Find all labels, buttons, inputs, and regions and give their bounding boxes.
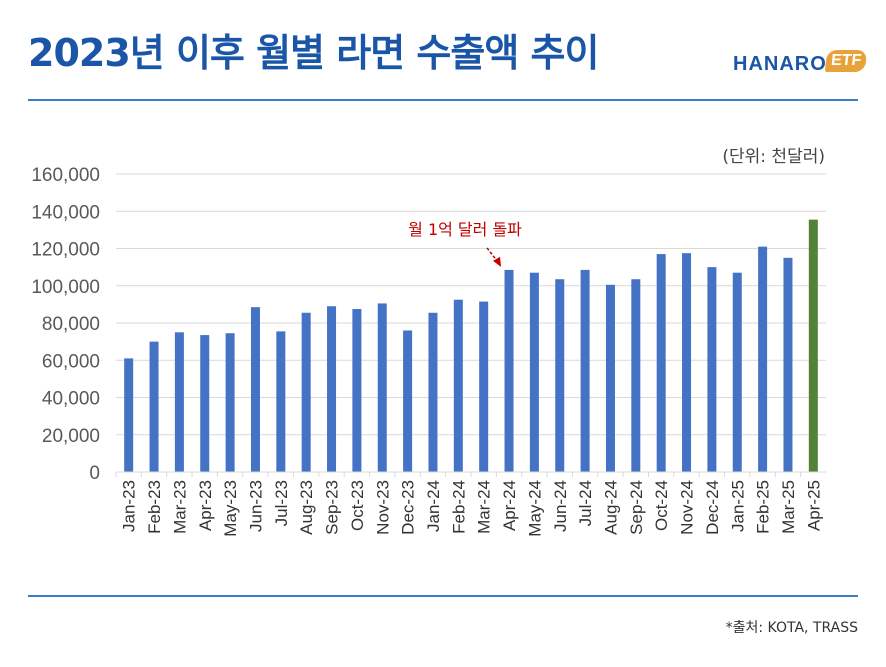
x-tick-label: Mar-25 [779, 480, 798, 534]
bar-feb-23 [149, 341, 159, 472]
x-tick-label: May-24 [525, 480, 544, 537]
bar-jan-24 [428, 312, 438, 472]
y-tick-label: 140,000 [31, 202, 100, 223]
bar-chart: (단위: 천달러) 0 20,000 40,000 60,000 80,000 100,0… [31, 147, 826, 537]
y-tick-label: 80,000 [42, 314, 100, 335]
x-tick-label: Jan-25 [728, 480, 747, 532]
x-tick-label: Dec-24 [703, 480, 722, 535]
x-tick-label: Apr-25 [804, 480, 823, 531]
x-tick-label: Jul-24 [576, 480, 595, 526]
y-tick-label: 120,000 [31, 240, 100, 261]
bar-mar-24 [479, 301, 489, 472]
bar-aug-24 [605, 284, 615, 472]
bar-apr-24 [504, 269, 514, 472]
bar-mar-23 [174, 332, 184, 472]
x-tick-label: Jun-23 [246, 480, 265, 532]
source-note: *출처: KOTA, TRASS [725, 620, 858, 636]
bar-apr-25 [808, 219, 818, 472]
bar-jul-23 [276, 331, 286, 472]
page-title: 2023년 이후 월별 라면 수출액 추이 [28, 31, 599, 75]
logo-text: HANARO [733, 53, 827, 75]
bars [124, 219, 818, 472]
y-tick-label: 40,000 [42, 389, 100, 410]
bar-aug-23 [301, 312, 311, 472]
bar-oct-23 [352, 309, 362, 472]
y-tick-label: 100,000 [31, 277, 100, 298]
bar-jun-23 [250, 307, 260, 472]
x-tick-label: Aug-23 [297, 480, 316, 535]
unit-label: (단위: 천달러) [722, 147, 825, 167]
bar-dec-24 [707, 267, 717, 472]
bar-jun-24 [555, 279, 565, 472]
y-axis-ticks: 0 20,000 40,000 60,000 80,000 100,000 120,000 1… [31, 165, 100, 484]
x-tick-label: Feb-25 [754, 480, 773, 534]
bar-feb-25 [758, 246, 768, 472]
footer-divider [28, 595, 858, 597]
y-tick-label: 20,000 [42, 426, 100, 447]
x-tick-label: Jun-24 [551, 480, 570, 532]
bar-mar-25 [783, 257, 793, 472]
x-tick-label: Mar-23 [170, 480, 189, 534]
annotation-text: 월 1억 달러 돌파 [408, 220, 522, 239]
x-tick-label: Sep-24 [627, 480, 646, 535]
bar-sep-23 [327, 306, 337, 472]
annotation: 월 1억 달러 돌파 [408, 220, 522, 267]
x-tick-label: Oct-24 [652, 480, 671, 531]
x-tick-label: May-23 [221, 480, 240, 537]
bar-jan-25 [732, 272, 742, 472]
bar-sep-24 [631, 279, 641, 472]
annotation-arrow [486, 247, 498, 262]
y-tick-label: 0 [89, 463, 100, 484]
x-tick-label: Oct-23 [348, 480, 367, 531]
bar-nov-23 [377, 303, 387, 472]
x-tick-label: Jul-23 [272, 480, 291, 526]
x-tick-label: Aug-24 [601, 480, 620, 535]
bar-may-24 [529, 272, 539, 472]
y-tick-label: 60,000 [42, 351, 100, 372]
x-tick-label: Jan-24 [424, 480, 443, 532]
bar-oct-24 [656, 254, 666, 472]
gridlines [116, 173, 826, 436]
x-tick-label: Jan-23 [120, 480, 139, 532]
x-tick-label: Nov-23 [373, 480, 392, 535]
bar-may-23 [225, 333, 235, 472]
header-divider [28, 99, 858, 101]
x-tick-label: Mar-24 [475, 480, 494, 534]
bar-jan-23 [124, 358, 134, 472]
x-tick-label: Nov-24 [678, 480, 697, 535]
x-tick-label: Sep-23 [323, 480, 342, 535]
x-tick-label: Feb-24 [449, 480, 468, 534]
x-axis-ticks: Jan-23 Feb-23 Mar-23 Apr-23 May-23 Jun-23 Jul-… [115, 472, 823, 537]
y-tick-label: 160,000 [31, 165, 100, 186]
bar-dec-23 [403, 330, 413, 472]
x-tick-label: Apr-24 [500, 480, 519, 531]
bar-apr-23 [200, 335, 210, 472]
x-tick-label: Dec-23 [399, 480, 418, 535]
bar-jul-24 [580, 269, 590, 472]
x-tick-label: Apr-23 [196, 480, 215, 531]
x-tick-label: Feb-23 [145, 480, 164, 534]
bar-nov-24 [682, 253, 692, 472]
annotation-arrowhead [493, 256, 502, 267]
bar-feb-24 [453, 299, 463, 472]
